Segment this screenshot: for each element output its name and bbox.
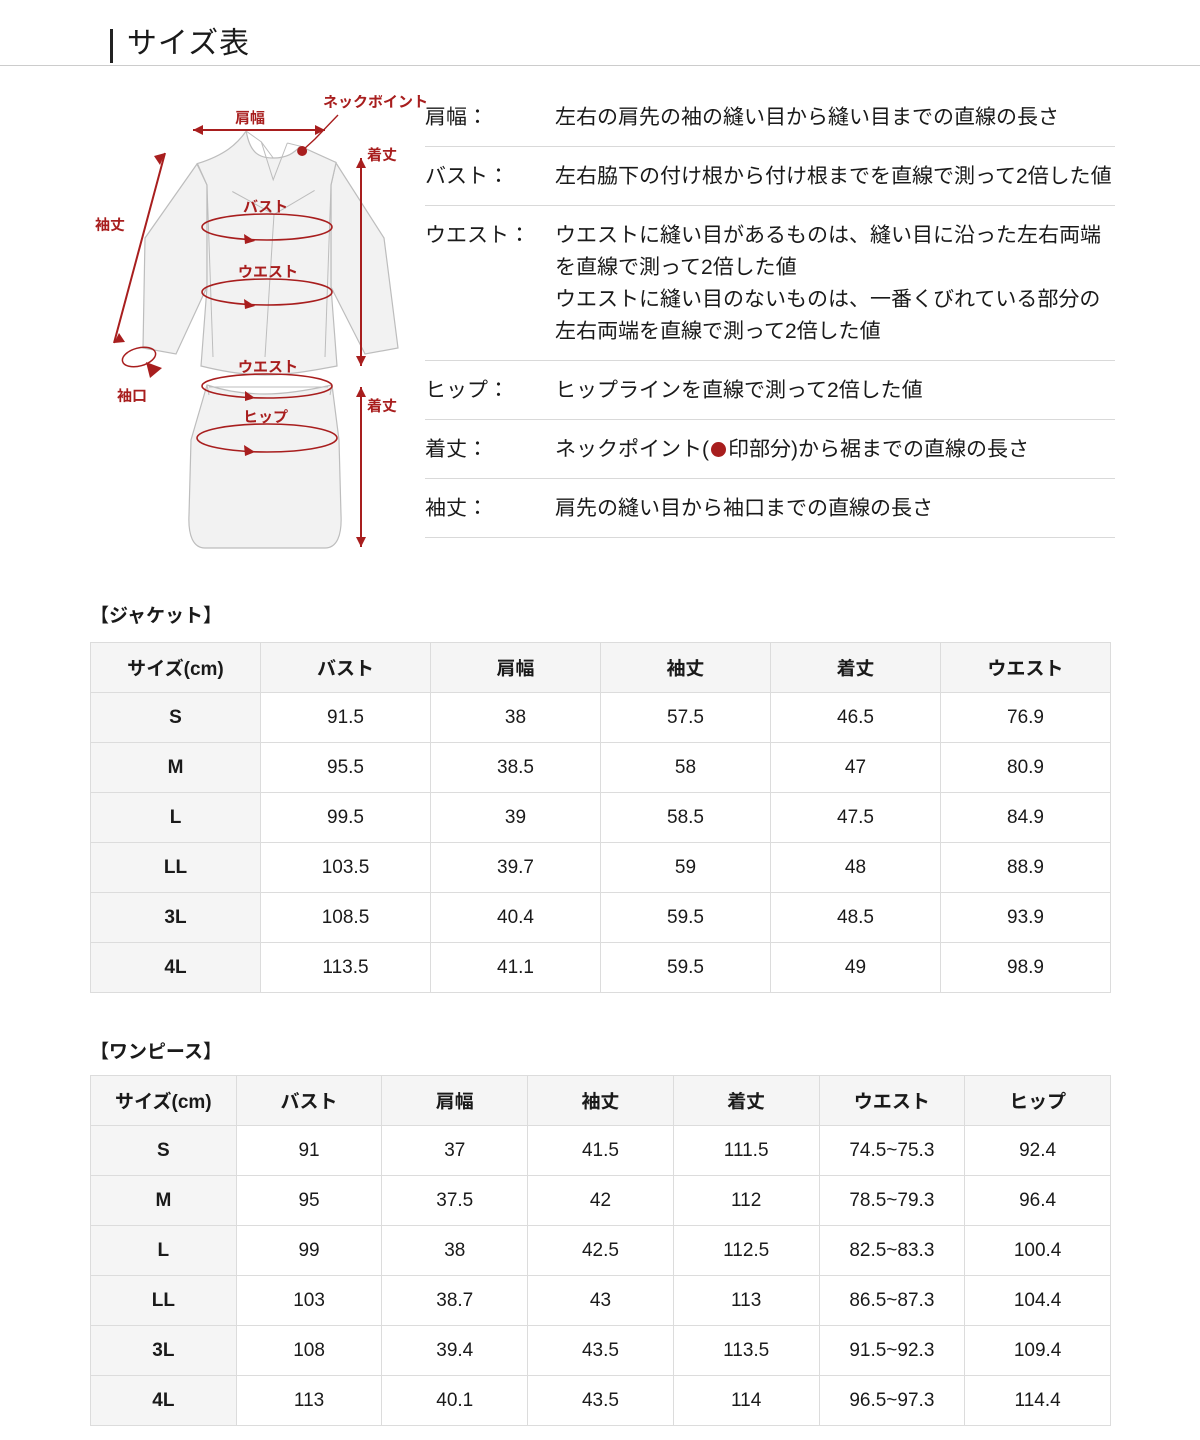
svg-text:袖丈: 袖丈 [95,217,125,234]
svg-text:ヒップ: ヒップ [243,409,288,426]
svg-text:ウエスト: ウエスト [238,264,298,281]
svg-text:着丈: 着丈 [367,398,397,415]
svg-text:バスト: バスト [243,199,288,216]
svg-text:ネックポイント: ネックポイント [323,95,428,111]
svg-text:肩幅: 肩幅 [235,110,265,127]
svg-text:着丈: 着丈 [367,147,397,164]
svg-text:ウエスト: ウエスト [238,359,298,376]
svg-text:袖口: 袖口 [117,388,147,405]
